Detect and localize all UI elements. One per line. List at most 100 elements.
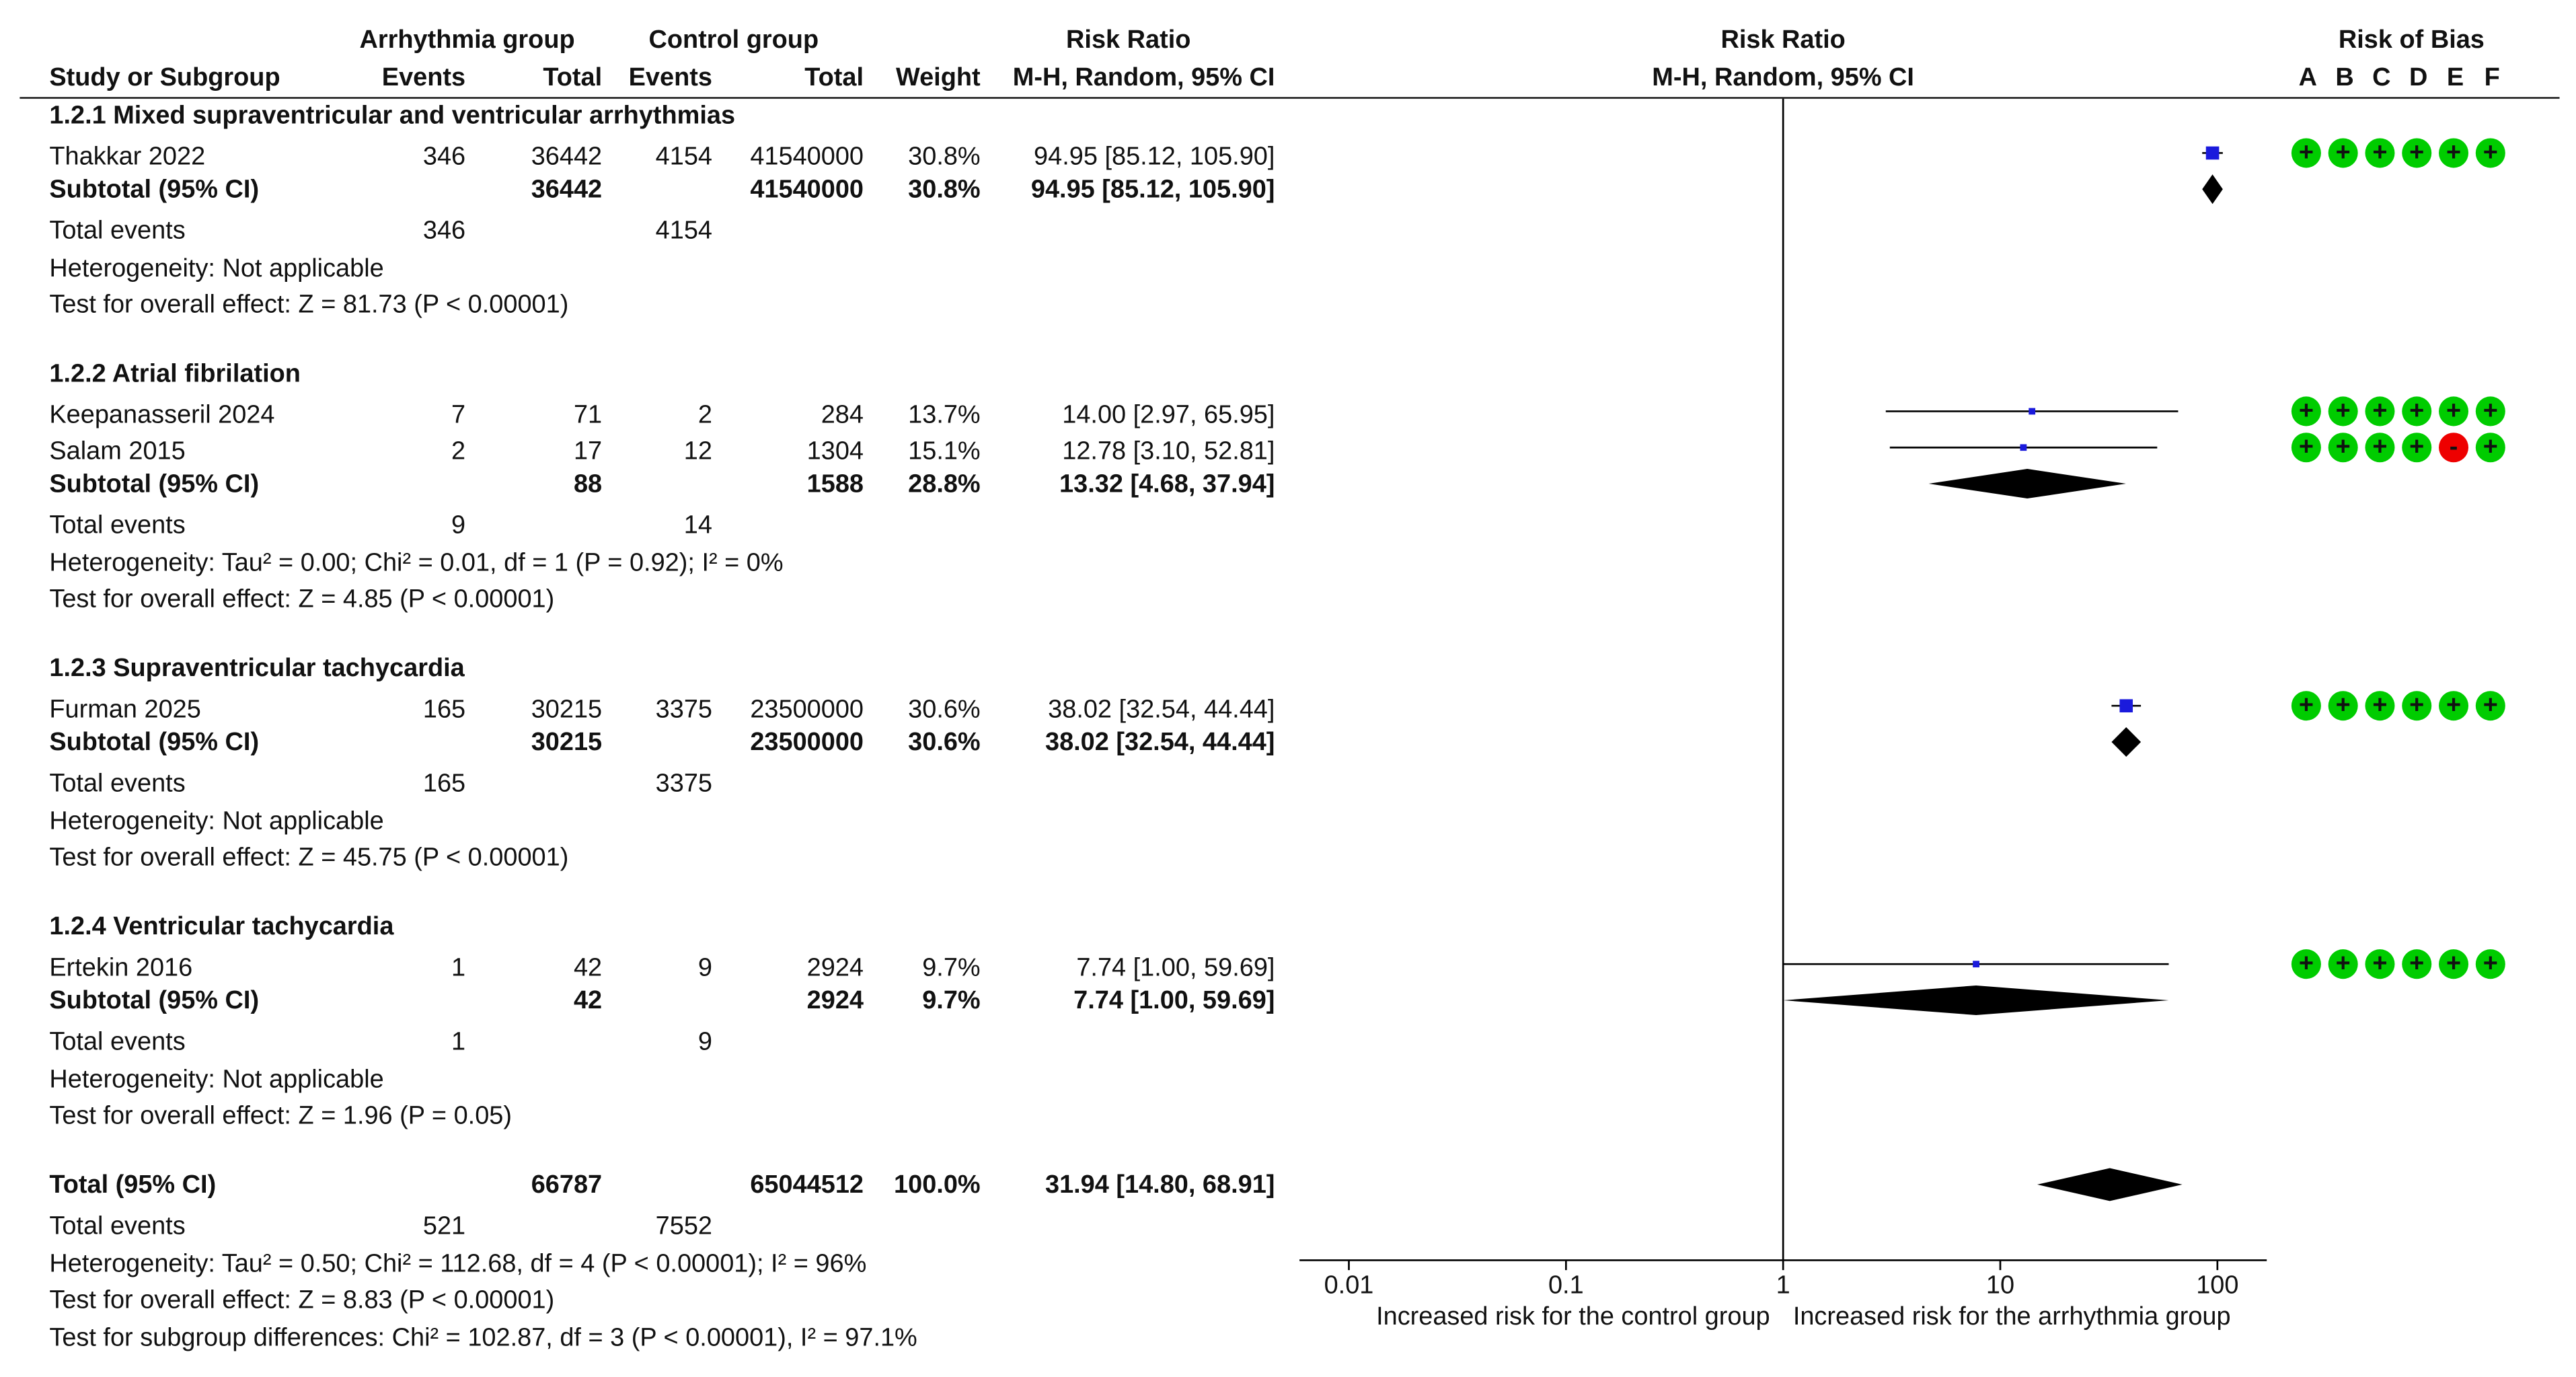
rob-letter-C: C (2372, 64, 2391, 92)
total-arrhythmia: 36442 (531, 143, 603, 172)
overall-diamond (2037, 1168, 2183, 1201)
rob-circle (2328, 138, 2358, 168)
rob-letter-E: E (2446, 64, 2464, 92)
overall-effect-test: Test for overall effect: Z = 81.73 (P < … (49, 291, 569, 320)
events-arrhythmia: 346 (422, 143, 466, 172)
total-events-arrhythmia: 346 (422, 217, 466, 246)
heterogeneity-text: Heterogeneity: Not applicable (49, 255, 384, 283)
heterogeneity-text: Heterogeneity: Tau² = 0.00; Chi² = 0.01,… (49, 549, 784, 578)
total-label: Total (95% CI) (49, 1171, 217, 1199)
subtotal-risk-ratio-ci: 94.95 [85.12, 105.90] (1030, 176, 1275, 204)
rob-circle (2402, 691, 2432, 721)
rob-symbol: + (2336, 949, 2351, 977)
events-arrhythmia: 2 (451, 437, 466, 466)
rob-symbol: + (2299, 433, 2314, 461)
x-tick-label: 1 (1776, 1271, 1790, 1299)
rob-circle (2328, 691, 2358, 721)
rob-symbol: + (2372, 433, 2387, 461)
weight: 30.8% (908, 143, 981, 172)
events-arrhythmia: 165 (422, 696, 466, 724)
events-arrhythmia: 7 (451, 401, 466, 430)
total-events-label: Total events (49, 511, 186, 540)
total-events-arrhythmia: 521 (422, 1212, 466, 1241)
subtotal-total-control: 23500000 (750, 729, 864, 757)
heterogeneity-text: Heterogeneity: Not applicable (49, 807, 384, 836)
rob-letter-F: F (2484, 64, 2500, 92)
events-arrhythmia: 1 (451, 954, 466, 983)
plot-method: M-H, Random, 95% CI (1652, 64, 1914, 92)
events-control: 3375 (655, 696, 712, 724)
rob-circle (2291, 138, 2321, 168)
rob-letter-D: D (2409, 64, 2428, 92)
favours-control-label: Increased risk for the control group (1376, 1302, 1770, 1331)
rob-symbol: + (2409, 138, 2424, 166)
rob-circle (2475, 396, 2505, 426)
subtotal-diamond (2202, 174, 2223, 204)
subtotal-diamond (2111, 727, 2142, 757)
total-events-control: 3375 (655, 770, 712, 798)
subgroup-differences-test: Test for subgroup differences: Chi² = 10… (49, 1324, 917, 1353)
subgroup-title: 1.2.4 Ventricular tachycardia (49, 913, 394, 941)
subtotal-label: Subtotal (95% CI) (49, 987, 260, 1016)
header-risk-ratio: Risk Ratio (1066, 26, 1191, 54)
total-arrhythmia: 71 (573, 401, 603, 430)
rob-symbol: + (2446, 691, 2461, 719)
total-events-label: Total events (49, 770, 186, 798)
rob-symbol: + (2409, 396, 2424, 424)
rob-title: Risk of Bias (2338, 26, 2485, 54)
rob-letter-A: A (2298, 64, 2318, 92)
rob-symbol: + (2336, 691, 2351, 719)
subtotal-risk-ratio-ci: 13.32 [4.68, 37.94] (1059, 470, 1275, 499)
subtotal-risk-ratio-ci: 38.02 [32.54, 44.44] (1045, 729, 1275, 757)
header-total-arrhythmia: Total (543, 64, 603, 92)
weight: 9.7% (922, 954, 981, 983)
header-arrhythmia-group: Arrhythmia group (359, 26, 575, 54)
total-control-n: 65044512 (750, 1171, 864, 1199)
rob-circle (2475, 691, 2505, 721)
rob-symbol: + (2299, 949, 2314, 977)
x-tick-label: 10 (1986, 1271, 2014, 1299)
x-tick-label: 100 (2196, 1271, 2238, 1299)
header-weight: Weight (896, 64, 981, 92)
subgroup-title: 1.2.1 Mixed supraventricular and ventric… (49, 102, 736, 131)
rob-circle (2402, 949, 2432, 979)
study-point-marker (1973, 961, 1979, 968)
rob-circle (2365, 138, 2395, 168)
overall-effect-test: Test for overall effect: Z = 45.75 (P < … (49, 844, 569, 872)
study-name: Ertekin 2016 (49, 954, 193, 983)
rob-circle (2365, 949, 2395, 979)
subtotal-label: Subtotal (95% CI) (49, 729, 260, 757)
rob-circle (2402, 138, 2432, 168)
total-events-arrhythmia: 165 (422, 770, 466, 798)
study-name: Furman 2025 (49, 696, 201, 724)
rob-circle (2291, 396, 2321, 426)
rob-circle (2365, 691, 2395, 721)
total-control: 284 (821, 401, 864, 430)
rob-symbol: + (2372, 396, 2387, 424)
rob-circle (2402, 433, 2432, 463)
x-tick-label: 0.1 (1548, 1271, 1584, 1299)
subtotal-diamond (1928, 469, 2126, 499)
rob-circle (2328, 949, 2358, 979)
study-name: Salam 2015 (49, 437, 186, 466)
risk-ratio-ci: 38.02 [32.54, 44.44] (1048, 696, 1275, 724)
subtotal-weight: 30.6% (908, 729, 981, 757)
events-control: 2 (697, 401, 712, 430)
rob-circle (2365, 396, 2395, 426)
subtotal-diamond (1783, 985, 2169, 1016)
total-risk-ratio-ci: 31.94 [14.80, 68.91] (1045, 1171, 1275, 1199)
total-events-label: Total events (49, 1212, 186, 1241)
risk-ratio-ci: 94.95 [85.12, 105.90] (1034, 143, 1275, 172)
weight: 30.6% (908, 696, 981, 724)
rob-symbol: + (2409, 433, 2424, 461)
subgroup-title: 1.2.3 Supraventricular tachycardia (49, 655, 465, 683)
risk-ratio-ci: 7.74 [1.00, 59.69] (1076, 954, 1275, 983)
rob-symbol: + (2372, 691, 2387, 719)
heterogeneity-text: Heterogeneity: Not applicable (49, 1066, 384, 1094)
events-control: 4154 (655, 143, 712, 172)
total-events-label: Total events (49, 1028, 186, 1057)
total-arrhythmia: 17 (573, 437, 603, 466)
total-arrhythmia: 30215 (531, 696, 603, 724)
total-events-control: 9 (697, 1028, 712, 1057)
